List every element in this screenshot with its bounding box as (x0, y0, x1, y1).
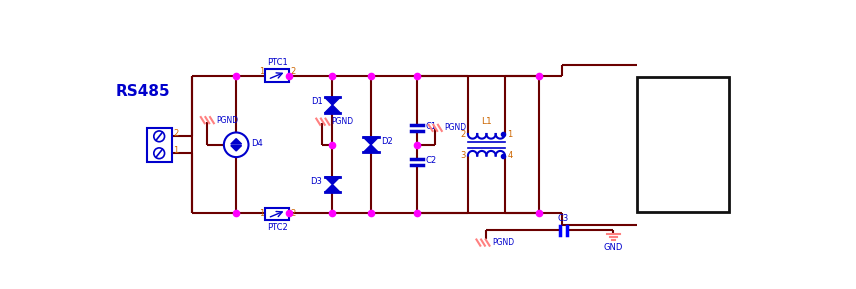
Bar (265, 208, 288, 220)
Text: RS485: RS485 (116, 84, 170, 99)
Polygon shape (324, 105, 340, 113)
Bar (637, 77, 729, 212)
Text: 1: 1 (259, 67, 264, 76)
Text: L1: L1 (481, 117, 492, 126)
Text: 1: 1 (508, 129, 513, 138)
Text: 2: 2 (290, 67, 295, 76)
Polygon shape (231, 146, 241, 151)
Text: 2: 2 (290, 209, 295, 218)
Text: PTC1: PTC1 (266, 58, 288, 67)
Text: 2: 2 (461, 129, 466, 138)
Text: 后级电路: 后级电路 (659, 135, 706, 154)
Text: PGND: PGND (444, 123, 467, 132)
Text: 3: 3 (461, 151, 466, 160)
Bar (147, 128, 171, 162)
Text: 4: 4 (508, 151, 513, 160)
Text: 1: 1 (259, 209, 264, 218)
Text: D3: D3 (311, 177, 323, 186)
Text: D2: D2 (381, 137, 393, 146)
Text: D4: D4 (251, 139, 263, 148)
Text: 2: 2 (173, 129, 178, 138)
Text: PGND: PGND (217, 116, 238, 125)
Polygon shape (324, 177, 340, 185)
Polygon shape (231, 139, 241, 144)
Text: C2: C2 (425, 156, 437, 165)
Text: PTC2: PTC2 (266, 223, 288, 231)
Text: PGND: PGND (492, 238, 514, 247)
Polygon shape (324, 97, 340, 105)
Bar (265, 69, 288, 82)
Text: GND: GND (603, 243, 623, 252)
Text: D1: D1 (311, 97, 323, 106)
Polygon shape (363, 145, 378, 153)
Text: 1: 1 (173, 146, 178, 155)
Polygon shape (363, 137, 378, 145)
Text: C3: C3 (558, 214, 569, 223)
Text: C1: C1 (425, 122, 437, 131)
Polygon shape (324, 185, 340, 192)
Text: PGND: PGND (331, 117, 354, 126)
